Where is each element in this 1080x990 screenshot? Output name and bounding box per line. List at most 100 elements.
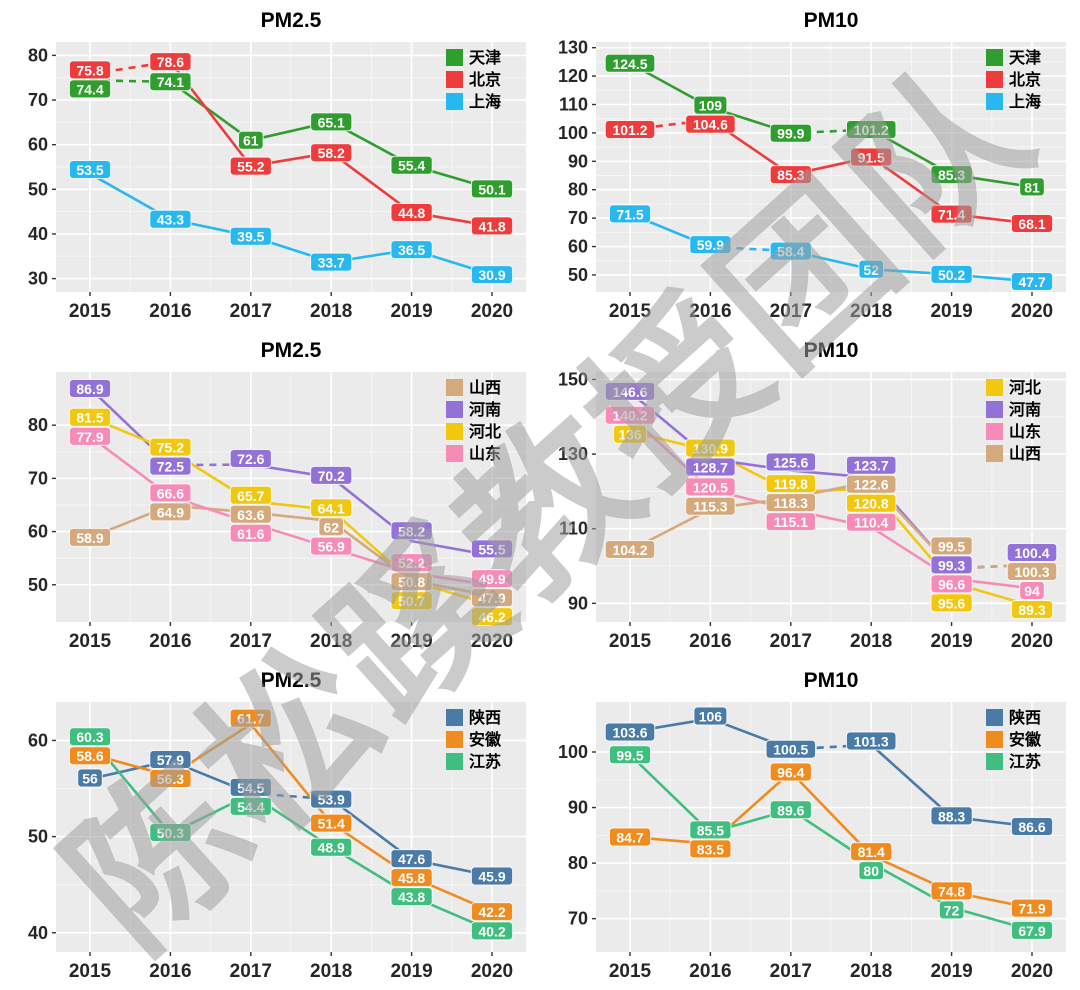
y-axis-tick-label: 90 [568,593,588,613]
data-label-text: 74.4 [76,81,103,97]
data-label-box [149,456,192,476]
data-label-text: 120.5 [693,479,728,495]
data-point-label: 104.6 [685,114,736,134]
data-label-text: 58.6 [76,748,103,764]
data-label-box [845,731,897,751]
data-label-box [685,457,736,477]
legend-swatch [446,93,463,110]
data-label-text: 30.9 [478,267,505,283]
legend-item: 陕西 [986,708,1041,727]
data-label-text: 103.6 [612,725,647,741]
data-label-box [470,179,514,199]
data-point-label: 58.9 [68,527,112,547]
data-label-text: 146.6 [612,384,647,400]
legend-item: 江苏 [446,752,501,771]
x-axis-tick-label: 2017 [770,301,812,322]
data-label-text: 55.4 [398,158,425,174]
data-point-label: 45.9 [470,866,514,886]
data-label-box [765,474,817,494]
legend-label: 江苏 [469,752,501,771]
data-point-label: 115.3 [685,496,736,516]
data-point-label: 49.9 [470,569,514,589]
data-label-box [769,762,812,782]
data-point-label: 101.2 [604,120,656,139]
data-label-text: 81 [1024,179,1040,195]
data-point-label: 136 [613,424,647,444]
data-label-text: 50.8 [398,574,425,590]
x-axis-tick-label: 2018 [310,301,352,322]
data-label-text: 119.8 [774,476,808,492]
data-label-text: 81.4 [858,844,885,860]
data-label-text: 64.9 [157,504,184,520]
data-label-box [229,449,272,469]
data-label-box [310,789,353,809]
data-label-box [604,405,656,425]
x-axis-tick-label: 2017 [230,631,272,652]
legend-item: 山西 [446,379,501,397]
legend-label: 上海 [469,92,501,111]
chart-title: PM2.5 [261,339,322,362]
data-label-text: 43.8 [398,889,425,905]
data-point-label: 86.6 [1010,816,1054,836]
data-point-label: 71.4 [930,204,973,224]
data-label-text: 56.9 [318,539,345,555]
y-axis-tick-label: 70 [568,208,588,228]
data-label-box [1010,898,1054,918]
legend-swatch [986,71,1003,88]
data-label-text: 36.5 [398,242,425,258]
data-label-box [318,517,344,537]
chart-canvas: 90 110 130 150 2015 2016 2017 2018 2019 2020 PM10 1… [558,339,1066,652]
y-axis-tick-label: 70 [28,468,48,488]
data-label-text: 71.9 [1018,901,1045,917]
data-label-text: 89.3 [1018,602,1045,618]
legend-label: 河南 [469,400,501,419]
legend-swatch [446,709,463,726]
data-label-box [930,555,973,575]
data-label-box [769,165,812,185]
chart-canvas: 50 60 70 80 90 100 110 120 130 2015 2016 2017 2018 20… [558,9,1066,322]
data-label-text: 33.7 [318,255,345,271]
data-label-box [604,53,656,73]
data-label-box [470,265,514,285]
legend-item: 安徽 [446,730,502,749]
data-label-box [930,881,973,901]
legend-swatch [986,753,1003,770]
data-label-text: 91.5 [858,150,885,166]
data-label-box [604,381,656,401]
data-point-label: 75.2 [149,437,192,457]
data-point-label: 43.8 [390,887,433,907]
data-label-text: 71.5 [616,206,643,222]
data-label-box [685,496,736,516]
data-point-label: 118.3 [765,493,817,513]
data-point-label: 72.5 [149,456,192,476]
data-point-label: 72.6 [229,449,272,469]
data-label-text: 80 [863,863,879,879]
data-label-box [693,706,728,726]
x-axis-tick-label: 2015 [69,301,112,322]
legend-swatch [446,379,463,396]
data-point-label: 59.9 [689,235,732,255]
data-point-label: 122.6 [845,474,897,494]
data-label-box [149,209,192,229]
data-label-box [1006,561,1058,581]
data-point-label: 81 [1019,177,1045,197]
data-label-text: 99.5 [616,747,643,763]
legend-swatch [986,379,1003,396]
data-label-text: 101.3 [854,734,889,750]
chart-title: PM2.5 [261,669,322,692]
x-axis-tick-label: 2016 [149,301,191,322]
data-label-box [77,768,103,788]
x-axis-tick-label: 2019 [930,631,972,652]
data-point-label: 46.2 [470,607,514,627]
data-label-box [604,540,656,560]
data-label-box [769,800,812,820]
data-point-label: 94 [1019,580,1045,600]
data-label-box [470,569,514,589]
data-label-box [68,407,112,427]
x-axis-tick-label: 2015 [609,961,652,982]
legend-label: 河北 [1009,378,1041,397]
y-axis-tick-label: 50 [28,575,48,595]
legend-label: 陕西 [1009,708,1041,727]
y-axis-tick-label: 60 [568,237,588,257]
